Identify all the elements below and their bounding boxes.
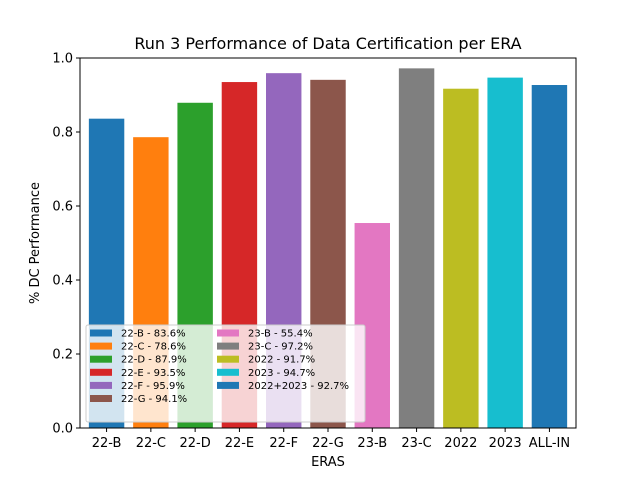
legend-entry: 22-B - 83.6% <box>121 329 186 340</box>
legend-swatch <box>90 355 112 363</box>
x-tick-label: 22-B <box>92 436 122 451</box>
legend-entry: 22-F - 95.9% <box>121 381 185 392</box>
legend-swatch <box>90 329 112 337</box>
legend-entry: 22-C - 78.6% <box>121 342 186 353</box>
legend-swatch <box>217 368 239 376</box>
x-tick-label: 23-C <box>401 436 431 451</box>
legend-swatch <box>217 342 239 350</box>
y-axis-label: % DC Performance <box>28 182 43 304</box>
legend-entry: 2022+2023 - 92.7% <box>248 381 349 392</box>
bar-all-in <box>531 85 568 428</box>
y-tick-label: 0.2 <box>52 348 73 363</box>
y-tick-label: 0.6 <box>52 200 73 215</box>
x-tick-label: 23-B <box>357 436 387 451</box>
x-axis-label: ERAS <box>311 455 345 470</box>
legend-swatch <box>90 368 112 376</box>
legend: 22-B - 83.6% 22-C - 78.6% 22-D - 87.9% 22-E… <box>85 324 366 423</box>
bar-2022 <box>443 88 479 429</box>
x-tick-label: 2022 <box>444 436 477 451</box>
legend-entry: 22-D - 87.9% <box>121 355 187 366</box>
y-tick-label: 0.8 <box>52 126 73 141</box>
legend-swatch <box>217 355 239 363</box>
x-tick-label: 22-D <box>180 436 211 451</box>
legend-entry: 2023 - 94.7% <box>248 368 315 379</box>
legend-entry: 2022 - 91.7% <box>248 355 315 366</box>
x-tick-label: 2023 <box>489 436 522 451</box>
y-tick-label: 0.0 <box>52 422 73 437</box>
y-tick-label: 1.0 <box>52 52 73 67</box>
chart-title: Run 3 Performance of Data Certification … <box>134 34 521 53</box>
bar-2023 <box>487 77 523 429</box>
x-axis: 22-B 22-C 22-D 22-E 22-F 22-G 23-B 23-C 2022 2023… <box>92 428 570 451</box>
legend-entry: 22-E - 93.5% <box>121 368 185 379</box>
x-tick-label: 22-G <box>312 436 344 451</box>
bar-23-c <box>398 68 435 429</box>
legend-swatch <box>217 381 239 389</box>
legend-entry: 22-G - 94.1% <box>121 394 187 405</box>
legend-entry: 23-B - 55.4% <box>248 329 313 340</box>
x-tick-label: 22-E <box>225 436 254 451</box>
legend-swatch <box>90 381 112 389</box>
x-tick-label: 22-C <box>136 436 166 451</box>
legend-swatch <box>90 395 112 402</box>
legend-entry: 23-C - 97.2% <box>248 342 313 353</box>
x-tick-label: 22-F <box>269 436 298 451</box>
x-tick-label: ALL-IN <box>529 436 570 451</box>
y-axis: 0.0 0.2 0.4 0.6 0.8 1.0 <box>52 52 80 437</box>
y-tick-label: 0.4 <box>52 274 73 289</box>
legend-swatch <box>90 342 112 350</box>
legend-swatch <box>217 329 239 337</box>
